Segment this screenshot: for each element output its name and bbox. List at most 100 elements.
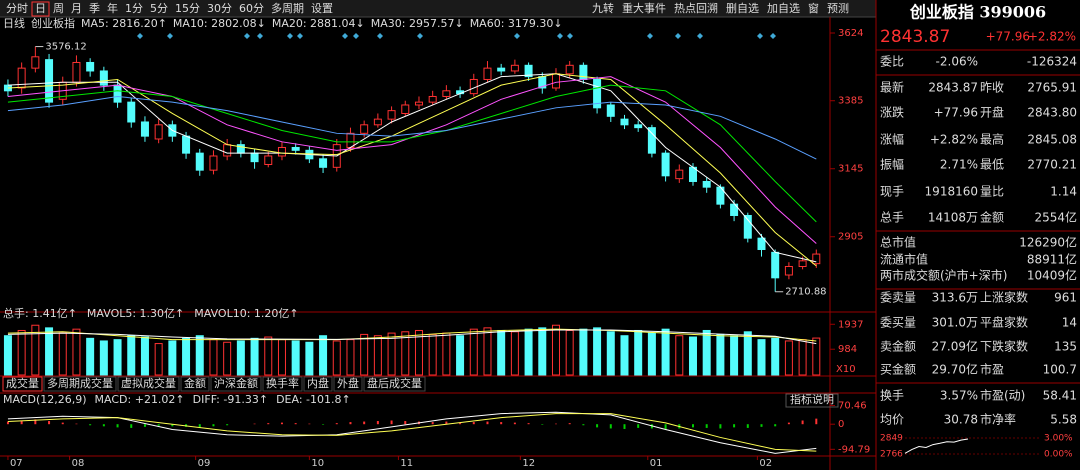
button[interactable] (210, 376, 262, 392)
unit-label: X10 (836, 364, 856, 375)
quote-value: 10409亿 (1027, 268, 1077, 283)
quote-label: 量比 (980, 185, 1004, 199)
candle-body (209, 155, 218, 171)
line-series (7, 411, 817, 454)
indicator-tab[interactable]: 多周期成交量 (47, 376, 113, 390)
volume-bar (456, 335, 465, 376)
quote-value: +77.96 (934, 106, 978, 120)
volume-bar (675, 335, 684, 376)
macd-header: DEA: -101.8↑ (276, 393, 351, 406)
indicator-tab[interactable]: 虚拟成交量 (121, 376, 176, 390)
toolbar-button[interactable]: 重大事件 (622, 1, 666, 15)
indicator-tab[interactable]: 沪深金额 (214, 376, 258, 390)
x-tick-label: 11 (400, 458, 413, 469)
toolbar-button[interactable]: 周 (53, 2, 64, 15)
candle-body (291, 146, 300, 151)
quote-label: 平盘家数 (980, 315, 1028, 330)
quote-label: 最低 (980, 158, 1004, 172)
toolbar-button[interactable]: 九转 (592, 1, 614, 15)
y-tick-label: 3624 (838, 28, 863, 39)
volume-bar (182, 337, 191, 376)
quote-change: +77.96 (986, 30, 1030, 44)
quote-value: 27.09亿 (932, 339, 978, 354)
button[interactable] (43, 376, 117, 392)
candle-body (195, 152, 204, 171)
button[interactable] (785, 393, 839, 408)
toolbar-button[interactable]: 窗 (808, 1, 819, 15)
indicator-tab[interactable]: 外盘 (337, 376, 359, 390)
indicator-tab[interactable]: 成交量 (6, 376, 39, 390)
toolbar-button[interactable]: 30分 (207, 2, 232, 15)
y-tick-label: 70.46 (838, 401, 867, 412)
indicator-help[interactable]: 指标说明 (790, 392, 834, 406)
button[interactable] (31, 1, 50, 17)
volume-bar (373, 335, 382, 376)
x-tick-label: 09 (198, 458, 211, 469)
volume-bar (236, 340, 245, 376)
candle-body (72, 61, 81, 83)
legend-label: 日线 (3, 16, 25, 30)
button[interactable] (303, 376, 333, 392)
indicator-tab[interactable]: 内盘 (307, 376, 329, 390)
quote-label: 最高 (980, 132, 1004, 147)
candle-body (620, 118, 629, 126)
mini-pct-label: 3.00% (1044, 434, 1073, 444)
toolbar-button[interactable]: 设置 (311, 2, 333, 15)
y-tick-label: -94.79 (838, 444, 870, 455)
button[interactable] (117, 376, 180, 392)
toolbar-button[interactable]: 预测 (827, 2, 849, 15)
toolbar-button[interactable]: 加自选 (767, 2, 800, 15)
quote-value: 301.0万 (932, 316, 978, 330)
toolbar-button[interactable]: 分时 (6, 2, 28, 15)
toolbar-button[interactable]: 删自选 (726, 2, 759, 15)
legend-label: 创业板指 (31, 16, 75, 30)
toolbar-button[interactable]: 热点回溯 (674, 2, 718, 15)
volume-bar (798, 339, 807, 376)
mini-line (904, 438, 969, 454)
toolbar-button[interactable]: 多周期 (271, 1, 304, 15)
candle-body (593, 78, 602, 109)
button[interactable] (2, 376, 43, 392)
button[interactable] (262, 376, 303, 392)
quote-value: 2554亿 (1034, 210, 1077, 225)
y-tick-label: 3385 (838, 96, 863, 107)
volume-bar (387, 332, 396, 376)
toolbar-button[interactable]: 60分 (239, 2, 264, 15)
button[interactable] (363, 376, 426, 392)
quote-value: 30.78 (944, 413, 978, 427)
toolbar-button[interactable]: 15分 (175, 2, 200, 15)
toolbar-button[interactable]: 月 (71, 2, 82, 15)
indicator-tab[interactable]: 换手率 (266, 376, 299, 390)
line-series (7, 413, 817, 452)
indicator-tab[interactable]: 金额 (184, 376, 206, 390)
toolbar-button[interactable]: 1分 (125, 2, 143, 15)
quote-value: +2.82% (930, 133, 978, 147)
volume-bar (291, 340, 300, 376)
toolbar-button[interactable]: 年 (107, 1, 118, 15)
toolbar-button[interactable]: 季 (89, 2, 100, 15)
toolbar-button[interactable]: 5分 (150, 2, 168, 15)
legend-item: MA60: 3179.30↓ (470, 17, 563, 30)
candle-body (154, 124, 163, 140)
toolbar-bg (0, 0, 876, 17)
button[interactable] (333, 376, 363, 392)
volume-bar (757, 339, 766, 376)
candle-body (771, 251, 780, 279)
volume-bar (647, 332, 656, 376)
y-tick-label: 0 (838, 419, 844, 430)
quote-label: 现手 (880, 185, 904, 199)
quote-value: -2.06% (936, 55, 978, 69)
indicator-tab[interactable]: 盘后成交量 (367, 376, 422, 390)
button[interactable] (180, 376, 210, 392)
quote-label: 委买量 (880, 316, 916, 330)
quote-value: 2770.21 (1027, 158, 1077, 172)
candle-body (127, 101, 136, 123)
volume-bar (346, 339, 355, 376)
toolbar-button[interactable]: 日 (35, 2, 46, 15)
candle-body (45, 59, 54, 103)
volume-bar (812, 337, 821, 376)
candle-body (812, 253, 821, 265)
line-series (7, 73, 817, 263)
volume-bar (442, 332, 451, 376)
x-tick-label: 07 (10, 458, 23, 469)
